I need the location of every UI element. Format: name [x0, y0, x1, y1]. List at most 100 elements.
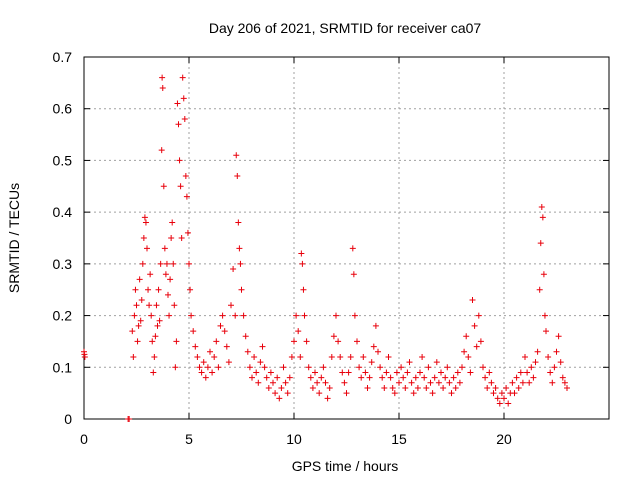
data-point [400, 374, 407, 381]
data-point [246, 364, 253, 371]
data-point [379, 374, 386, 381]
data-point [343, 390, 350, 397]
data-point [288, 353, 295, 360]
data-point [549, 379, 556, 386]
data-point [157, 260, 164, 267]
data-point [377, 364, 384, 371]
data-point [276, 395, 283, 402]
data-point [187, 286, 194, 293]
data-point [324, 395, 331, 402]
data-point [169, 219, 176, 226]
data-point [240, 312, 247, 319]
data-point [522, 353, 528, 360]
x-tick-labels: 0 5 10 15 20 [80, 431, 512, 447]
data-point [526, 379, 533, 386]
data-point [370, 343, 377, 350]
data-point [188, 312, 195, 319]
data-point [431, 374, 438, 381]
data-point [139, 260, 146, 267]
data-point [515, 384, 522, 391]
data-point [307, 374, 314, 381]
data-point [174, 100, 181, 107]
data-point [196, 364, 203, 371]
data-point [167, 276, 174, 283]
data-point [168, 235, 175, 241]
data-point [278, 384, 285, 391]
data-point [419, 353, 426, 360]
data-point [412, 374, 419, 381]
data-point [318, 374, 325, 381]
data-point [149, 338, 156, 345]
data-point [158, 147, 165, 154]
data-point [131, 312, 138, 319]
data-point [173, 338, 180, 345]
data-point [530, 374, 537, 381]
data-point [561, 379, 568, 386]
data-point [298, 250, 305, 257]
data-point [553, 348, 560, 355]
grid-lines [84, 57, 609, 419]
data-point [391, 390, 398, 397]
data-point [316, 390, 323, 397]
plot-frame [83, 56, 610, 420]
data-point [232, 312, 239, 319]
data-point [404, 369, 411, 376]
data-point [299, 260, 306, 267]
data-point [333, 312, 339, 319]
data-point [182, 172, 189, 179]
data-point [406, 359, 413, 366]
data-point [540, 271, 547, 278]
data-point [486, 369, 493, 376]
x-axis-label: GPS time / hours [292, 458, 399, 474]
data-point [305, 364, 312, 371]
data-point [524, 369, 531, 376]
data-point [303, 338, 310, 345]
data-point [237, 260, 244, 267]
data-point [358, 374, 365, 381]
data-point [467, 369, 474, 376]
data-point [263, 374, 270, 381]
data-point [217, 322, 224, 329]
data-point [446, 379, 453, 386]
data-point [81, 353, 88, 360]
data-point [151, 353, 158, 360]
data-point [330, 333, 337, 340]
data-point [135, 322, 142, 329]
data-point [326, 384, 333, 391]
data-point [291, 338, 297, 345]
y-tick-label: 0 [64, 411, 72, 427]
data-point [300, 286, 307, 293]
data-point [456, 379, 463, 386]
data-point [509, 379, 516, 386]
data-point [134, 338, 141, 345]
data-point [228, 302, 234, 309]
data-point [350, 271, 357, 278]
y-axis-label: SRMTID / TECUs [6, 183, 22, 293]
data-point [488, 379, 495, 386]
data-point [234, 172, 241, 179]
data-point [537, 240, 544, 247]
data-point [166, 312, 173, 319]
data-point [190, 328, 197, 335]
data-point [129, 328, 136, 335]
data-point [202, 374, 209, 381]
data-point [181, 116, 188, 123]
data-point [463, 333, 470, 340]
y-tick-labels: 0 0.1 0.2 0.3 0.4 0.5 0.6 0.7 [53, 49, 73, 427]
data-point [177, 183, 184, 190]
data-point [414, 384, 421, 391]
data-point [171, 302, 178, 309]
data-point [265, 384, 272, 391]
data-point [249, 374, 255, 381]
data-point [335, 338, 342, 345]
data-point [233, 152, 240, 159]
data-point [297, 353, 304, 360]
data-point [211, 353, 218, 360]
data-point [153, 302, 160, 309]
data-point [557, 359, 564, 366]
data-point [461, 348, 468, 355]
x-tick-label: 15 [391, 431, 407, 447]
data-point [429, 390, 436, 397]
data-point [242, 333, 249, 340]
